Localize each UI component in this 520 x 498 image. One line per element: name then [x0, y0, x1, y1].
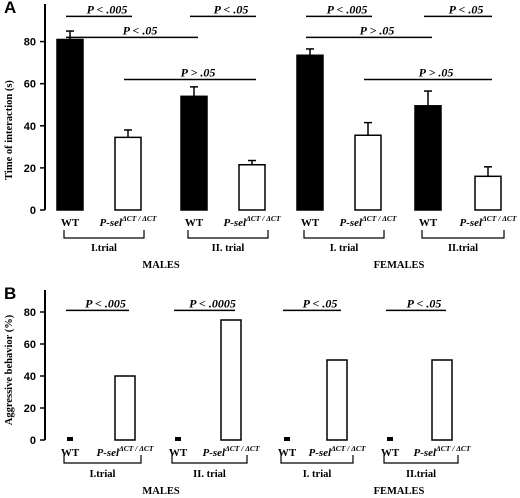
category-label: WT: [61, 217, 80, 229]
bar: [56, 38, 84, 211]
trial-label: I. trial: [303, 469, 332, 480]
bar: [175, 437, 181, 441]
trial-bracket: [303, 230, 385, 239]
bar: [238, 163, 266, 211]
comparison-label: P < .05: [214, 2, 249, 16]
group-label: FEMALES: [374, 486, 425, 497]
trial-label: II.trial: [406, 469, 436, 480]
bar: [431, 359, 453, 441]
y-axis-label: Time of interaction (s): [4, 80, 15, 180]
bar: [296, 54, 324, 211]
category-label: WT: [169, 447, 188, 459]
category-label: P-selΔCT / ΔCT: [223, 214, 280, 229]
bar: [67, 437, 73, 441]
trial-bracket: [171, 455, 248, 464]
trial-label: I.trial: [91, 243, 117, 254]
comparison-label: P < .05: [449, 2, 484, 16]
trial-label: I.trial: [90, 469, 116, 480]
bar: [284, 437, 290, 441]
y-tick-label: 60: [24, 339, 36, 351]
trial-bracket: [187, 230, 269, 239]
comparison-label: P > .05: [181, 65, 216, 79]
comparison-label: P < .0005: [189, 296, 236, 310]
bar: [474, 175, 502, 211]
bar: [326, 359, 348, 441]
category-label: WT: [185, 217, 204, 229]
bar: [414, 105, 442, 211]
category-label: WT: [278, 447, 297, 459]
trial-bracket: [383, 455, 459, 464]
bar: [387, 437, 393, 441]
comparison-label: P < .05: [407, 296, 442, 310]
group-label: MALES: [142, 486, 180, 497]
group-label: MALES: [142, 260, 180, 271]
trial-label: II.trial: [448, 243, 478, 254]
category-label: P-selΔCT / ΔCT: [459, 214, 516, 229]
y-tick-label: 20: [24, 163, 36, 175]
panel-label: A: [4, 0, 16, 17]
category-label: P-selΔCT / ΔCT: [202, 444, 259, 459]
category-label: P-selΔCT / ΔCT: [96, 444, 153, 459]
trial-bracket: [63, 455, 142, 464]
y-tick-label: 20: [24, 403, 36, 415]
trial-label: II. trial: [212, 243, 245, 254]
y-tick-label: 80: [24, 307, 36, 319]
bar: [180, 95, 208, 211]
comparison-label: P > .05: [419, 65, 454, 79]
panel-label: B: [4, 284, 16, 303]
bar: [354, 134, 382, 211]
category-label: WT: [381, 447, 400, 459]
comparison-label: P < .005: [87, 2, 128, 16]
category-label: P-selΔCT / ΔCT: [99, 214, 156, 229]
group-label: FEMALES: [374, 260, 425, 271]
y-tick-label: 80: [24, 37, 36, 49]
trial-bracket: [63, 230, 145, 239]
category-label: WT: [419, 217, 438, 229]
category-label: P-selΔCT / ΔCT: [308, 444, 365, 459]
trial-label: II. trial: [193, 469, 226, 480]
bar: [220, 319, 242, 441]
y-tick-label: 40: [24, 371, 36, 383]
comparison-label: P < .05: [123, 23, 158, 37]
comparison-label: P > .05: [360, 23, 395, 37]
comparison-label: P < .05: [303, 296, 338, 310]
bar: [114, 136, 142, 211]
trial-bracket: [280, 455, 354, 464]
comparison-label: P < .005: [327, 2, 368, 16]
y-axis-label: Aggressive behavior (%): [4, 314, 15, 425]
y-tick-label: 40: [24, 121, 36, 133]
y-tick-label: 0: [30, 205, 36, 217]
comparison-label: P < .005: [85, 296, 126, 310]
category-label: P-selΔCT / ΔCT: [413, 444, 470, 459]
trial-label: I. trial: [330, 243, 359, 254]
trial-bracket: [421, 230, 505, 239]
category-label: P-selΔCT / ΔCT: [339, 214, 396, 229]
category-label: WT: [301, 217, 320, 229]
y-tick-label: 0: [30, 435, 36, 447]
y-tick-label: 60: [24, 79, 36, 91]
bar: [114, 375, 136, 441]
category-label: WT: [61, 447, 80, 459]
